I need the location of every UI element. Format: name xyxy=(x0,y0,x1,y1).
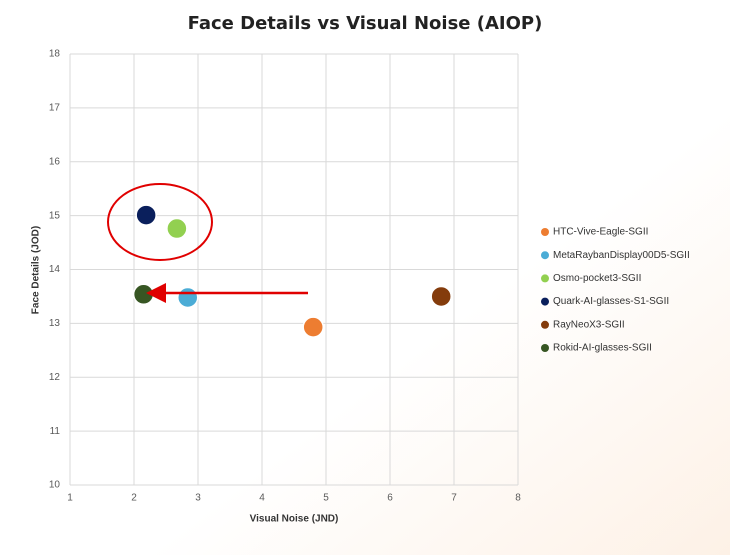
point xyxy=(166,217,188,240)
x-tick-label: 3 xyxy=(195,493,201,504)
y-tick-label: 13 xyxy=(49,318,61,329)
x-tick-label: 6 xyxy=(387,493,393,504)
legend-label: Rokid-AI-glasses-SGII xyxy=(553,343,652,354)
legend-marker xyxy=(541,320,549,329)
x-axis-title: Visual Noise (JND) xyxy=(250,514,339,525)
legend-marker xyxy=(541,274,549,283)
x-tick-label: 2 xyxy=(131,493,137,504)
y-tick-label: 14 xyxy=(49,264,61,275)
legend-label: Osmo-pocket3-SGII xyxy=(553,273,641,284)
point xyxy=(132,283,155,306)
legend-label: Quark-AI-glasses-S1-SGII xyxy=(553,296,669,307)
highlight-ellipse xyxy=(107,183,213,261)
y-tick-label: 12 xyxy=(49,372,61,383)
point xyxy=(302,316,324,338)
chart-title: Face Details vs Visual Noise (AIOP) xyxy=(188,13,543,34)
y-tick-label: 18 xyxy=(49,49,61,60)
legend-label: RayNeoX3-SGII xyxy=(553,319,625,330)
x-tick-label: 7 xyxy=(451,493,457,504)
legend-label: HTC-Vive-Eagle-SGII xyxy=(553,227,648,238)
x-tick-label: 8 xyxy=(515,493,521,504)
x-tick-label: 5 xyxy=(323,493,329,504)
y-tick-label: 16 xyxy=(49,156,61,167)
point xyxy=(135,204,157,226)
point xyxy=(177,286,199,309)
point xyxy=(430,285,452,308)
legend-marker xyxy=(541,344,549,352)
legend-marker xyxy=(541,228,549,236)
y-tick-label: 17 xyxy=(49,103,61,114)
x-tick-label: 1 xyxy=(67,493,73,504)
legend-label: MetaRaybanDisplay00D5-SGII xyxy=(553,250,690,261)
legend-marker xyxy=(541,251,549,260)
x-tick-label: 4 xyxy=(259,493,265,504)
y-tick-label: 11 xyxy=(50,426,61,437)
legend-marker xyxy=(541,297,549,306)
y-axis-title: Face Details (JOD) xyxy=(31,226,42,314)
y-tick-label: 15 xyxy=(49,210,61,221)
y-tick-label: 10 xyxy=(49,480,61,491)
